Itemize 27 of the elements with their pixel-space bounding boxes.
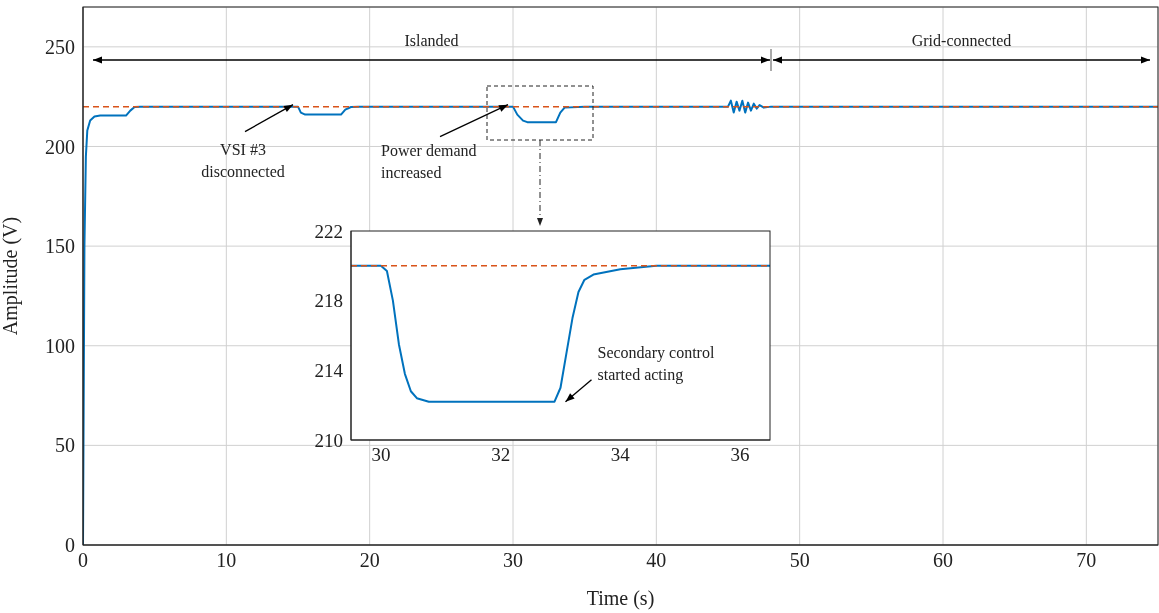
- x-tick-label: 40: [646, 549, 667, 572]
- x-tick-label: 30: [503, 549, 523, 572]
- x-tick-label: 36: [730, 444, 750, 466]
- y-tick-label: 0: [65, 534, 75, 557]
- annotation: Power demand increased: [381, 141, 477, 181]
- x-tick-label: 20: [359, 549, 380, 572]
- x-tick-label: 34: [610, 444, 631, 466]
- y-tick-label: 210: [314, 429, 343, 451]
- x-tick-label: 10: [216, 549, 237, 572]
- annotation: Secondary control started acting: [597, 343, 715, 384]
- annotation: Islanded: [404, 32, 459, 49]
- y-tick-label: 214: [314, 360, 344, 382]
- y-tick-label: 222: [314, 220, 343, 242]
- y-tick-label: 100: [45, 334, 75, 357]
- y-tick-label: 200: [45, 135, 75, 158]
- annotation: Grid-connected: [911, 32, 1012, 49]
- x-tick-label: 50: [789, 549, 810, 572]
- x-tick-label: 70: [1076, 549, 1097, 572]
- y-tick-label: 150: [45, 235, 75, 258]
- y-axis-title: Amplitude (V): [0, 216, 23, 336]
- x-tick-label: 60: [933, 549, 953, 572]
- x-axis-title: Time (s): [586, 587, 655, 610]
- y-tick-label: 218: [314, 290, 343, 312]
- y-tick-label: 250: [45, 35, 75, 58]
- annotation: VSI #3 disconnected: [201, 140, 285, 180]
- x-tick-label: 32: [491, 444, 511, 466]
- x-tick-label: 30: [371, 444, 391, 466]
